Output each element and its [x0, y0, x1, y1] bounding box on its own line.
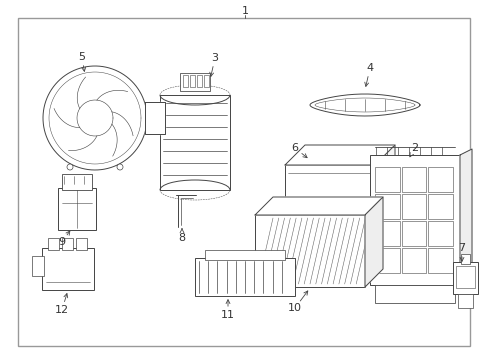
Text: 6: 6 — [292, 143, 298, 153]
Bar — [375, 167, 400, 192]
Bar — [375, 194, 400, 219]
Bar — [285, 165, 375, 230]
Bar — [358, 220, 372, 250]
Bar — [180, 73, 210, 91]
Bar — [375, 285, 455, 303]
Bar — [362, 226, 372, 234]
Bar — [375, 248, 400, 273]
Polygon shape — [460, 149, 472, 285]
Bar — [288, 226, 298, 234]
Text: 4: 4 — [367, 63, 373, 73]
Bar — [375, 221, 400, 246]
Bar — [402, 221, 426, 246]
Bar — [76, 238, 87, 250]
Bar — [428, 221, 453, 246]
Circle shape — [67, 164, 73, 170]
Polygon shape — [365, 197, 383, 287]
Text: 2: 2 — [412, 143, 418, 153]
Text: 5: 5 — [78, 52, 85, 62]
Bar — [62, 238, 73, 250]
Bar — [42, 248, 94, 290]
Bar — [204, 75, 209, 87]
Bar — [48, 238, 59, 250]
Text: 8: 8 — [178, 233, 186, 243]
Bar — [190, 75, 195, 87]
Bar — [183, 75, 188, 87]
Bar — [58, 188, 96, 230]
Bar — [428, 248, 453, 273]
Text: 12: 12 — [55, 305, 69, 315]
Bar — [195, 258, 295, 296]
Text: 3: 3 — [212, 53, 219, 63]
Bar — [458, 294, 473, 308]
Bar — [402, 194, 426, 219]
Bar — [453, 262, 478, 294]
Bar — [461, 254, 470, 264]
Polygon shape — [145, 102, 165, 134]
Polygon shape — [375, 145, 395, 230]
Polygon shape — [255, 197, 383, 215]
Bar — [402, 167, 426, 192]
Bar — [402, 248, 426, 273]
Text: 1: 1 — [242, 6, 248, 16]
Bar — [205, 250, 285, 260]
Bar — [428, 167, 453, 192]
Bar — [197, 75, 202, 87]
Circle shape — [117, 164, 123, 170]
Text: 9: 9 — [58, 237, 66, 247]
Bar — [32, 256, 44, 276]
Bar — [160, 95, 230, 190]
Bar — [255, 215, 365, 287]
Bar — [456, 266, 475, 288]
Text: 11: 11 — [221, 310, 235, 320]
Text: 10: 10 — [288, 303, 302, 313]
Polygon shape — [285, 145, 395, 165]
Bar — [370, 155, 460, 285]
Bar — [428, 194, 453, 219]
Text: 7: 7 — [459, 243, 466, 253]
Bar — [62, 174, 92, 190]
